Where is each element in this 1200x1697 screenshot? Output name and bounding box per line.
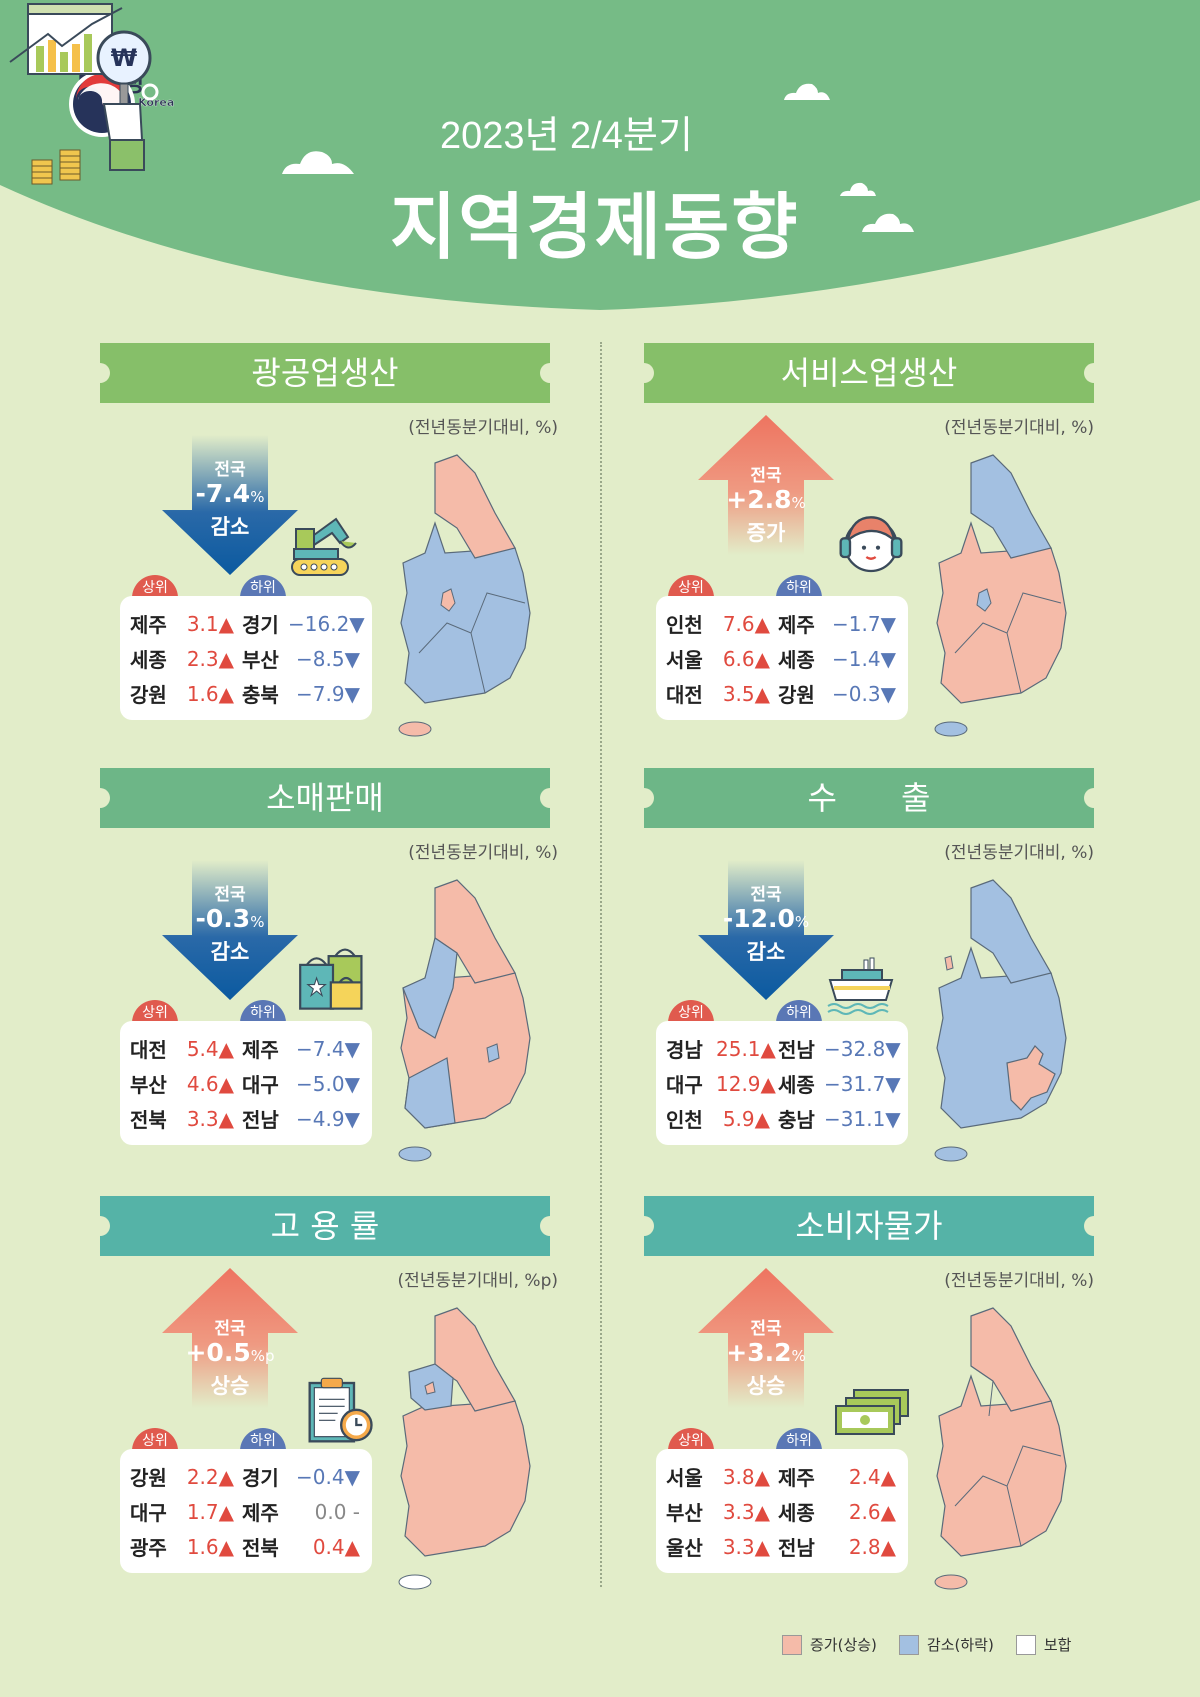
korea-region-map [398, 879, 531, 1162]
panel-title: 수 출 [634, 768, 1104, 828]
rank-row: 서울 3.8▲ 제주 2.4▲ [666, 1464, 896, 1491]
map-legend: 증가(상승) 감소(하락) 보합 [782, 1634, 1093, 1655]
national-label: 전국 [214, 460, 246, 480]
rank-table: 경남 25.1▲ 전남 −32.8▼ 대구 12.9▲ 세종 −31.7▼ 인천 5.9▲ 충남… [656, 1021, 908, 1145]
korea-region-map [934, 879, 1067, 1162]
rank-table: 인천 7.6▲ 제주 −1.7▼ 서울 6.6▲ 세종 −1.4▼ 대전 3.5▲ 강원 −0.3… [656, 596, 908, 720]
national-summary: 전국 +0.5%p 상승 [160, 1314, 300, 1400]
panel-consumer-prices: 소비자물가 (전년동분기대비, %) 전국 +3.2% 상승 상위 하위 서울 3… [634, 1196, 1104, 1596]
national-change: 상승 [210, 1374, 250, 1398]
bottom-rank-tag: 하위 [240, 575, 286, 599]
cloud-icon [862, 213, 914, 232]
panel-mining-manufacturing: 광공업생산 (전년동분기대비, %) 전국 -7.4% 감소 상위 하위 제주 3… [90, 343, 560, 743]
arrow-down-icon [162, 860, 298, 1000]
korea-region-map [398, 1307, 531, 1590]
ship-icon [827, 957, 894, 1015]
svg-text:₩: ₩ [111, 44, 138, 72]
national-summary: 전국 +3.2% 상승 [696, 1314, 836, 1400]
rank-row: 대구 12.9▲ 세종 −31.7▼ [666, 1071, 901, 1098]
panel-employment-rate: 고 용 률 (전년동분기대비, %p) 전국 +0.5%p 상승 상위 하위 강… [90, 1196, 560, 1596]
cloud-icon [840, 182, 876, 196]
economy-magnifier-illustration: ₩ [9, 3, 159, 185]
panel-title: 광공업생산 [90, 343, 560, 403]
rank-row: 제주 3.1▲ 경기 −16.2▼ [130, 611, 365, 638]
national-summary: 전국 +2.8% 증가 [696, 461, 836, 547]
arrow-up-icon [162, 1268, 298, 1408]
rank-row: 대구 1.7▲ 제주 0.0 - [130, 1499, 360, 1526]
national-value: +3.2 [726, 1338, 792, 1367]
rank-table: 제주 3.1▲ 경기 −16.2▼ 세종 2.3▲ 부산 −8.5▼ 강원 1.6▲ 충북 −7.… [120, 596, 372, 720]
rank-table: 서울 3.8▲ 제주 2.4▲ 부산 3.3▲ 세종 2.6▲ 울산 3.3▲ 전남 2.8▲ [656, 1449, 908, 1573]
national-change: 증가 [746, 521, 786, 545]
national-value: -12.0 [722, 904, 795, 933]
unit-note: (전년동분기대비, %p) [397, 1271, 559, 1291]
korea-region-map [934, 1307, 1067, 1590]
national-value: -7.4 [195, 479, 251, 508]
increase-swatch [782, 1634, 802, 1655]
report-period: 2023년 2/4분기 [440, 115, 693, 157]
legend-decrease: 감소(하락) [898, 1634, 994, 1655]
rank-row: 울산 3.3▲ 전남 2.8▲ [666, 1534, 896, 1561]
unit-note: (전년동분기대비, %) [408, 843, 558, 863]
national-unit: % [250, 488, 265, 506]
decrease-swatch [898, 1634, 919, 1655]
excavator-icon [291, 517, 357, 576]
rank-row: 대전 3.5▲ 강원 −0.3▼ [666, 681, 896, 708]
national-summary: 전국 -0.3% 감소 [160, 880, 300, 966]
national-summary: 전국 -7.4% 감소 [160, 455, 300, 541]
rank-row: 인천 5.9▲ 충남 −31.1▼ [666, 1106, 901, 1133]
korea-region-map [398, 454, 531, 737]
arrow-down-icon [698, 860, 834, 1000]
national-change: 감소 [210, 940, 250, 964]
national-change: 상승 [746, 1374, 786, 1398]
unit-note: (전년동분기대비, %) [944, 843, 1094, 863]
unit-note: (전년동분기대비, %) [944, 418, 1094, 438]
rank-table: 대전 5.4▲ 제주 −7.4▼ 부산 4.6▲ 대구 −5.0▼ 전북 3.3▲ 전남 −4.9… [120, 1021, 372, 1145]
rank-row: 세종 2.3▲ 부산 −8.5▼ [130, 646, 360, 673]
national-value: +2.8 [726, 485, 792, 514]
hero-header: 통계청 Statistics Korea 2023년 2/4분기 지역경제동향 … [0, 0, 1200, 320]
unchanged-swatch [1015, 1634, 1036, 1655]
rank-row: 광주 1.6▲ 전북 0.4▲ [130, 1534, 360, 1561]
panel-service-production: 서비스업생산 (전년동분기대비, %) 전국 +2.8% 증가 상위 하위 인천… [634, 343, 1104, 743]
national-change: 감소 [746, 940, 786, 964]
page-title: 지역경제동향 [390, 185, 800, 269]
arrow-up-icon [698, 1268, 834, 1408]
national-change: 감소 [210, 515, 250, 539]
panel-title: 서비스업생산 [634, 343, 1104, 403]
rank-row: 전북 3.3▲ 전남 −4.9▼ [130, 1106, 360, 1133]
column-divider [600, 342, 602, 1587]
arrow-up-icon [698, 415, 834, 555]
rank-row: 인천 7.6▲ 제주 −1.7▼ [666, 611, 896, 638]
korea-region-map [934, 454, 1067, 737]
panel-title: 소매판매 [90, 768, 560, 828]
rank-row: 부산 3.3▲ 세종 2.6▲ [666, 1499, 896, 1526]
national-value: +0.5 [185, 1338, 251, 1367]
rank-row: 서울 6.6▲ 세종 −1.4▼ [666, 646, 896, 673]
clipboard-clock-icon [308, 1377, 373, 1443]
panel-title: 소비자물가 [634, 1196, 1104, 1256]
rank-table: 강원 2.2▲ 경기 −0.4▼ 대구 1.7▲ 제주 0.0 - 광주 1.6▲ 전북 0.4▲ [120, 1449, 372, 1573]
national-value: -0.3 [195, 904, 251, 933]
legend-increase: 증가(상승) [782, 1634, 877, 1655]
panel-retail-sales: 소매판매 (전년동분기대비, %) 전국 -0.3% 감소 상위 하위 대전 5.… [90, 768, 560, 1168]
rank-row: 강원 1.6▲ 충북 −7.9▼ [130, 681, 360, 708]
hero-background [0, 0, 1200, 310]
cloud-icon [282, 151, 354, 174]
cloud-icon [784, 83, 830, 100]
panel-exports: 수 출 (전년동분기대비, %) 전국 -12.0% 감소 상위 하위 경남 25… [634, 768, 1104, 1168]
rank-row: 강원 2.2▲ 경기 −0.4▼ [130, 1464, 360, 1491]
banknotes-icon [835, 1389, 909, 1435]
arrow-down-icon [162, 435, 298, 575]
rank-row: 경남 25.1▲ 전남 −32.8▼ [666, 1036, 901, 1063]
legend-unchanged: 보합 [1015, 1634, 1071, 1655]
call-center-agent-icon [839, 516, 903, 573]
rank-row: 부산 4.6▲ 대구 −5.0▼ [130, 1071, 360, 1098]
shopping-bags-icon [299, 948, 363, 1010]
unit-note: (전년동분기대비, %) [944, 1271, 1094, 1291]
unit-note: (전년동분기대비, %) [408, 418, 558, 438]
panel-title: 고 용 률 [90, 1196, 560, 1256]
national-summary: 전국 -12.0% 감소 [696, 880, 836, 966]
rank-row: 대전 5.4▲ 제주 −7.4▼ [130, 1036, 360, 1063]
